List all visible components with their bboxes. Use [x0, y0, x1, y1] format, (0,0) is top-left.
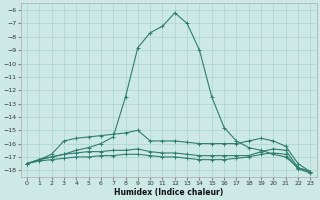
X-axis label: Humidex (Indice chaleur): Humidex (Indice chaleur) — [114, 188, 223, 197]
